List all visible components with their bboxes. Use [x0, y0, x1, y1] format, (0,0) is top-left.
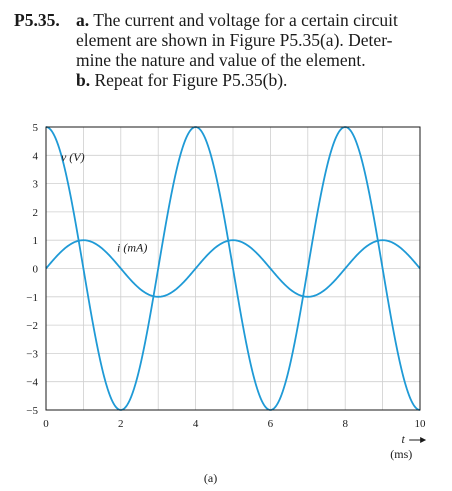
y-tick-label: 3	[33, 179, 39, 191]
x-tick-label: 0	[43, 418, 49, 430]
y-tick-label: 0	[33, 264, 39, 276]
y-tick-label: −5	[26, 405, 38, 417]
x-tick-label: 4	[193, 418, 199, 430]
x-axis-label: t	[401, 432, 405, 446]
problem-statement: P5.35. a. The current and voltage for a c…	[14, 10, 442, 90]
x-tick-label: 2	[118, 418, 124, 430]
series-label-i: i (mA)	[117, 241, 147, 255]
problem-line-2: element are shown in Figure P5.35(a). De…	[76, 30, 393, 50]
x-tick-label: 8	[342, 418, 348, 430]
part-b-text: Repeat for Figure P5.35(b).	[94, 70, 288, 90]
y-tick-label: −2	[26, 320, 38, 332]
y-tick-label: 2	[33, 207, 39, 219]
problem-line-3: mine the nature and value of the element…	[76, 50, 366, 70]
current-curve	[45, 239, 421, 298]
part-a-label: a.	[76, 10, 90, 30]
chart-curves	[45, 126, 421, 411]
y-tick-label: 5	[33, 122, 39, 134]
figure-caption: (a)	[204, 471, 217, 485]
x-tick-label: 6	[268, 418, 274, 430]
y-tick-label: 4	[33, 150, 39, 162]
y-tick-label: −1	[26, 292, 38, 304]
y-tick-label: −4	[26, 377, 38, 389]
y-tick-label: −3	[26, 348, 38, 360]
x-tick-label: 10	[415, 418, 427, 430]
x-axis-arrowhead	[420, 437, 427, 443]
problem-number: P5.35.	[14, 10, 60, 30]
part-b-label: b.	[76, 70, 91, 90]
series-label-v: v (V)	[61, 150, 85, 164]
voltage-curve	[45, 126, 421, 411]
chart-frame	[45, 126, 421, 411]
problem-line-1: The current and voltage for a certain ci…	[93, 10, 398, 30]
x-axis-unit: (ms)	[390, 447, 412, 461]
y-tick-label: 1	[33, 235, 39, 247]
